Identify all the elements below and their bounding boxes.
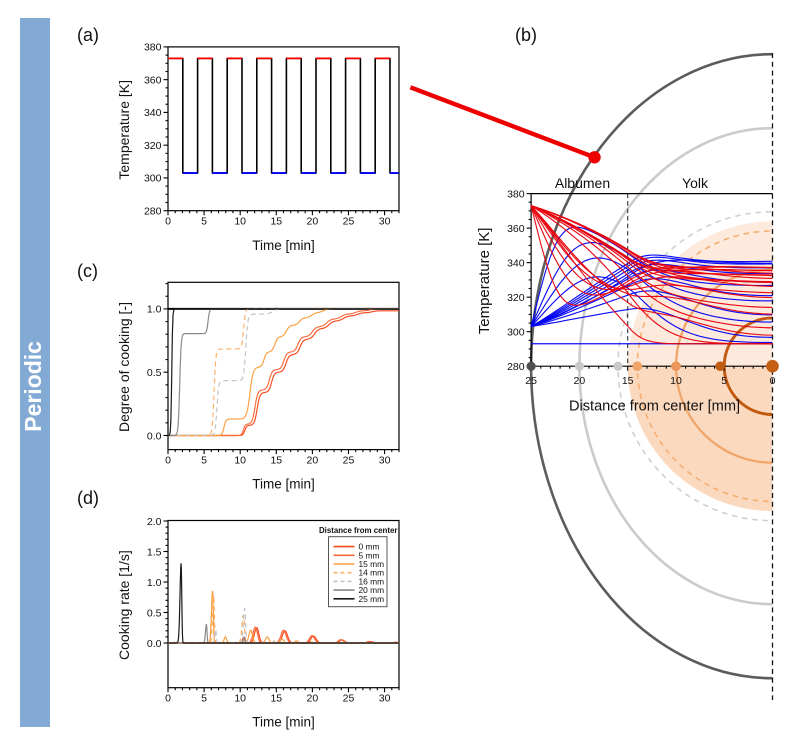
svg-text:0: 0 — [165, 692, 171, 704]
svg-text:340: 340 — [507, 257, 525, 269]
svg-text:280: 280 — [507, 361, 525, 373]
svg-text:10: 10 — [234, 454, 246, 466]
svg-text:10: 10 — [234, 215, 246, 227]
svg-text:14 mm: 14 mm — [359, 568, 385, 578]
svg-text:1.5: 1.5 — [147, 546, 162, 558]
svg-text:Temperature [K]: Temperature [K] — [476, 228, 493, 335]
svg-text:20: 20 — [307, 692, 319, 704]
svg-text:20 mm: 20 mm — [359, 585, 385, 595]
svg-text:0: 0 — [165, 215, 171, 227]
svg-text:(a): (a) — [77, 25, 99, 45]
svg-text:10: 10 — [670, 375, 682, 387]
svg-text:Time [min]: Time [min] — [252, 476, 315, 491]
svg-text:380: 380 — [144, 42, 162, 54]
svg-text:0: 0 — [770, 375, 776, 387]
svg-text:Time [min]: Time [min] — [252, 238, 315, 253]
svg-text:380: 380 — [507, 188, 525, 200]
svg-text:360: 360 — [144, 75, 162, 87]
svg-text:360: 360 — [507, 223, 525, 235]
svg-text:5: 5 — [201, 692, 207, 704]
svg-text:Temperature [K]: Temperature [K] — [116, 80, 132, 180]
svg-text:0 mm: 0 mm — [359, 542, 380, 552]
svg-text:(b): (b) — [515, 25, 537, 45]
svg-text:30: 30 — [379, 215, 391, 227]
svg-text:(d): (d) — [77, 488, 99, 508]
svg-text:25: 25 — [343, 215, 355, 227]
svg-text:25: 25 — [525, 375, 537, 387]
svg-text:Distance from center [mm]: Distance from center [mm] — [569, 399, 740, 415]
svg-text:300: 300 — [144, 173, 162, 185]
svg-text:Distance from center: Distance from center — [319, 526, 398, 535]
svg-text:Cooking rate [1/s]: Cooking rate [1/s] — [116, 550, 132, 660]
svg-text:20: 20 — [307, 215, 319, 227]
svg-text:Time [min]: Time [min] — [252, 714, 315, 729]
svg-text:5 mm: 5 mm — [359, 550, 380, 560]
svg-text:Degree of cooking [-]: Degree of cooking [-] — [116, 302, 132, 432]
svg-text:340: 340 — [144, 107, 162, 119]
svg-text:5: 5 — [721, 375, 727, 387]
svg-text:300: 300 — [507, 327, 525, 339]
svg-text:25 mm: 25 mm — [359, 594, 385, 604]
svg-text:1.0: 1.0 — [147, 577, 162, 589]
svg-text:16 mm: 16 mm — [359, 576, 385, 586]
svg-text:2.0: 2.0 — [147, 516, 162, 528]
svg-text:25: 25 — [343, 454, 355, 466]
svg-text:Periodic: Periodic — [20, 341, 46, 432]
svg-text:15 mm: 15 mm — [359, 559, 385, 569]
svg-text:Albumen: Albumen — [555, 175, 610, 191]
svg-text:320: 320 — [144, 140, 162, 152]
svg-text:0.0: 0.0 — [147, 638, 162, 650]
svg-text:0.5: 0.5 — [147, 607, 162, 619]
svg-text:15: 15 — [270, 692, 282, 704]
svg-text:15: 15 — [270, 454, 282, 466]
svg-text:0: 0 — [165, 454, 171, 466]
svg-text:25: 25 — [343, 692, 355, 704]
svg-text:5: 5 — [201, 454, 207, 466]
svg-text:Yolk: Yolk — [682, 175, 709, 191]
svg-text:30: 30 — [379, 692, 391, 704]
svg-text:10: 10 — [234, 692, 246, 704]
svg-text:1.0: 1.0 — [147, 304, 162, 316]
svg-text:30: 30 — [379, 454, 391, 466]
svg-text:(c): (c) — [77, 261, 98, 281]
svg-text:20: 20 — [307, 454, 319, 466]
svg-text:5: 5 — [201, 215, 207, 227]
svg-text:15: 15 — [270, 215, 282, 227]
svg-text:20: 20 — [574, 375, 586, 387]
svg-text:15: 15 — [622, 375, 634, 387]
svg-text:320: 320 — [507, 292, 525, 304]
svg-text:280: 280 — [144, 206, 162, 218]
svg-text:0.0: 0.0 — [147, 430, 162, 442]
svg-text:0.5: 0.5 — [147, 367, 162, 379]
